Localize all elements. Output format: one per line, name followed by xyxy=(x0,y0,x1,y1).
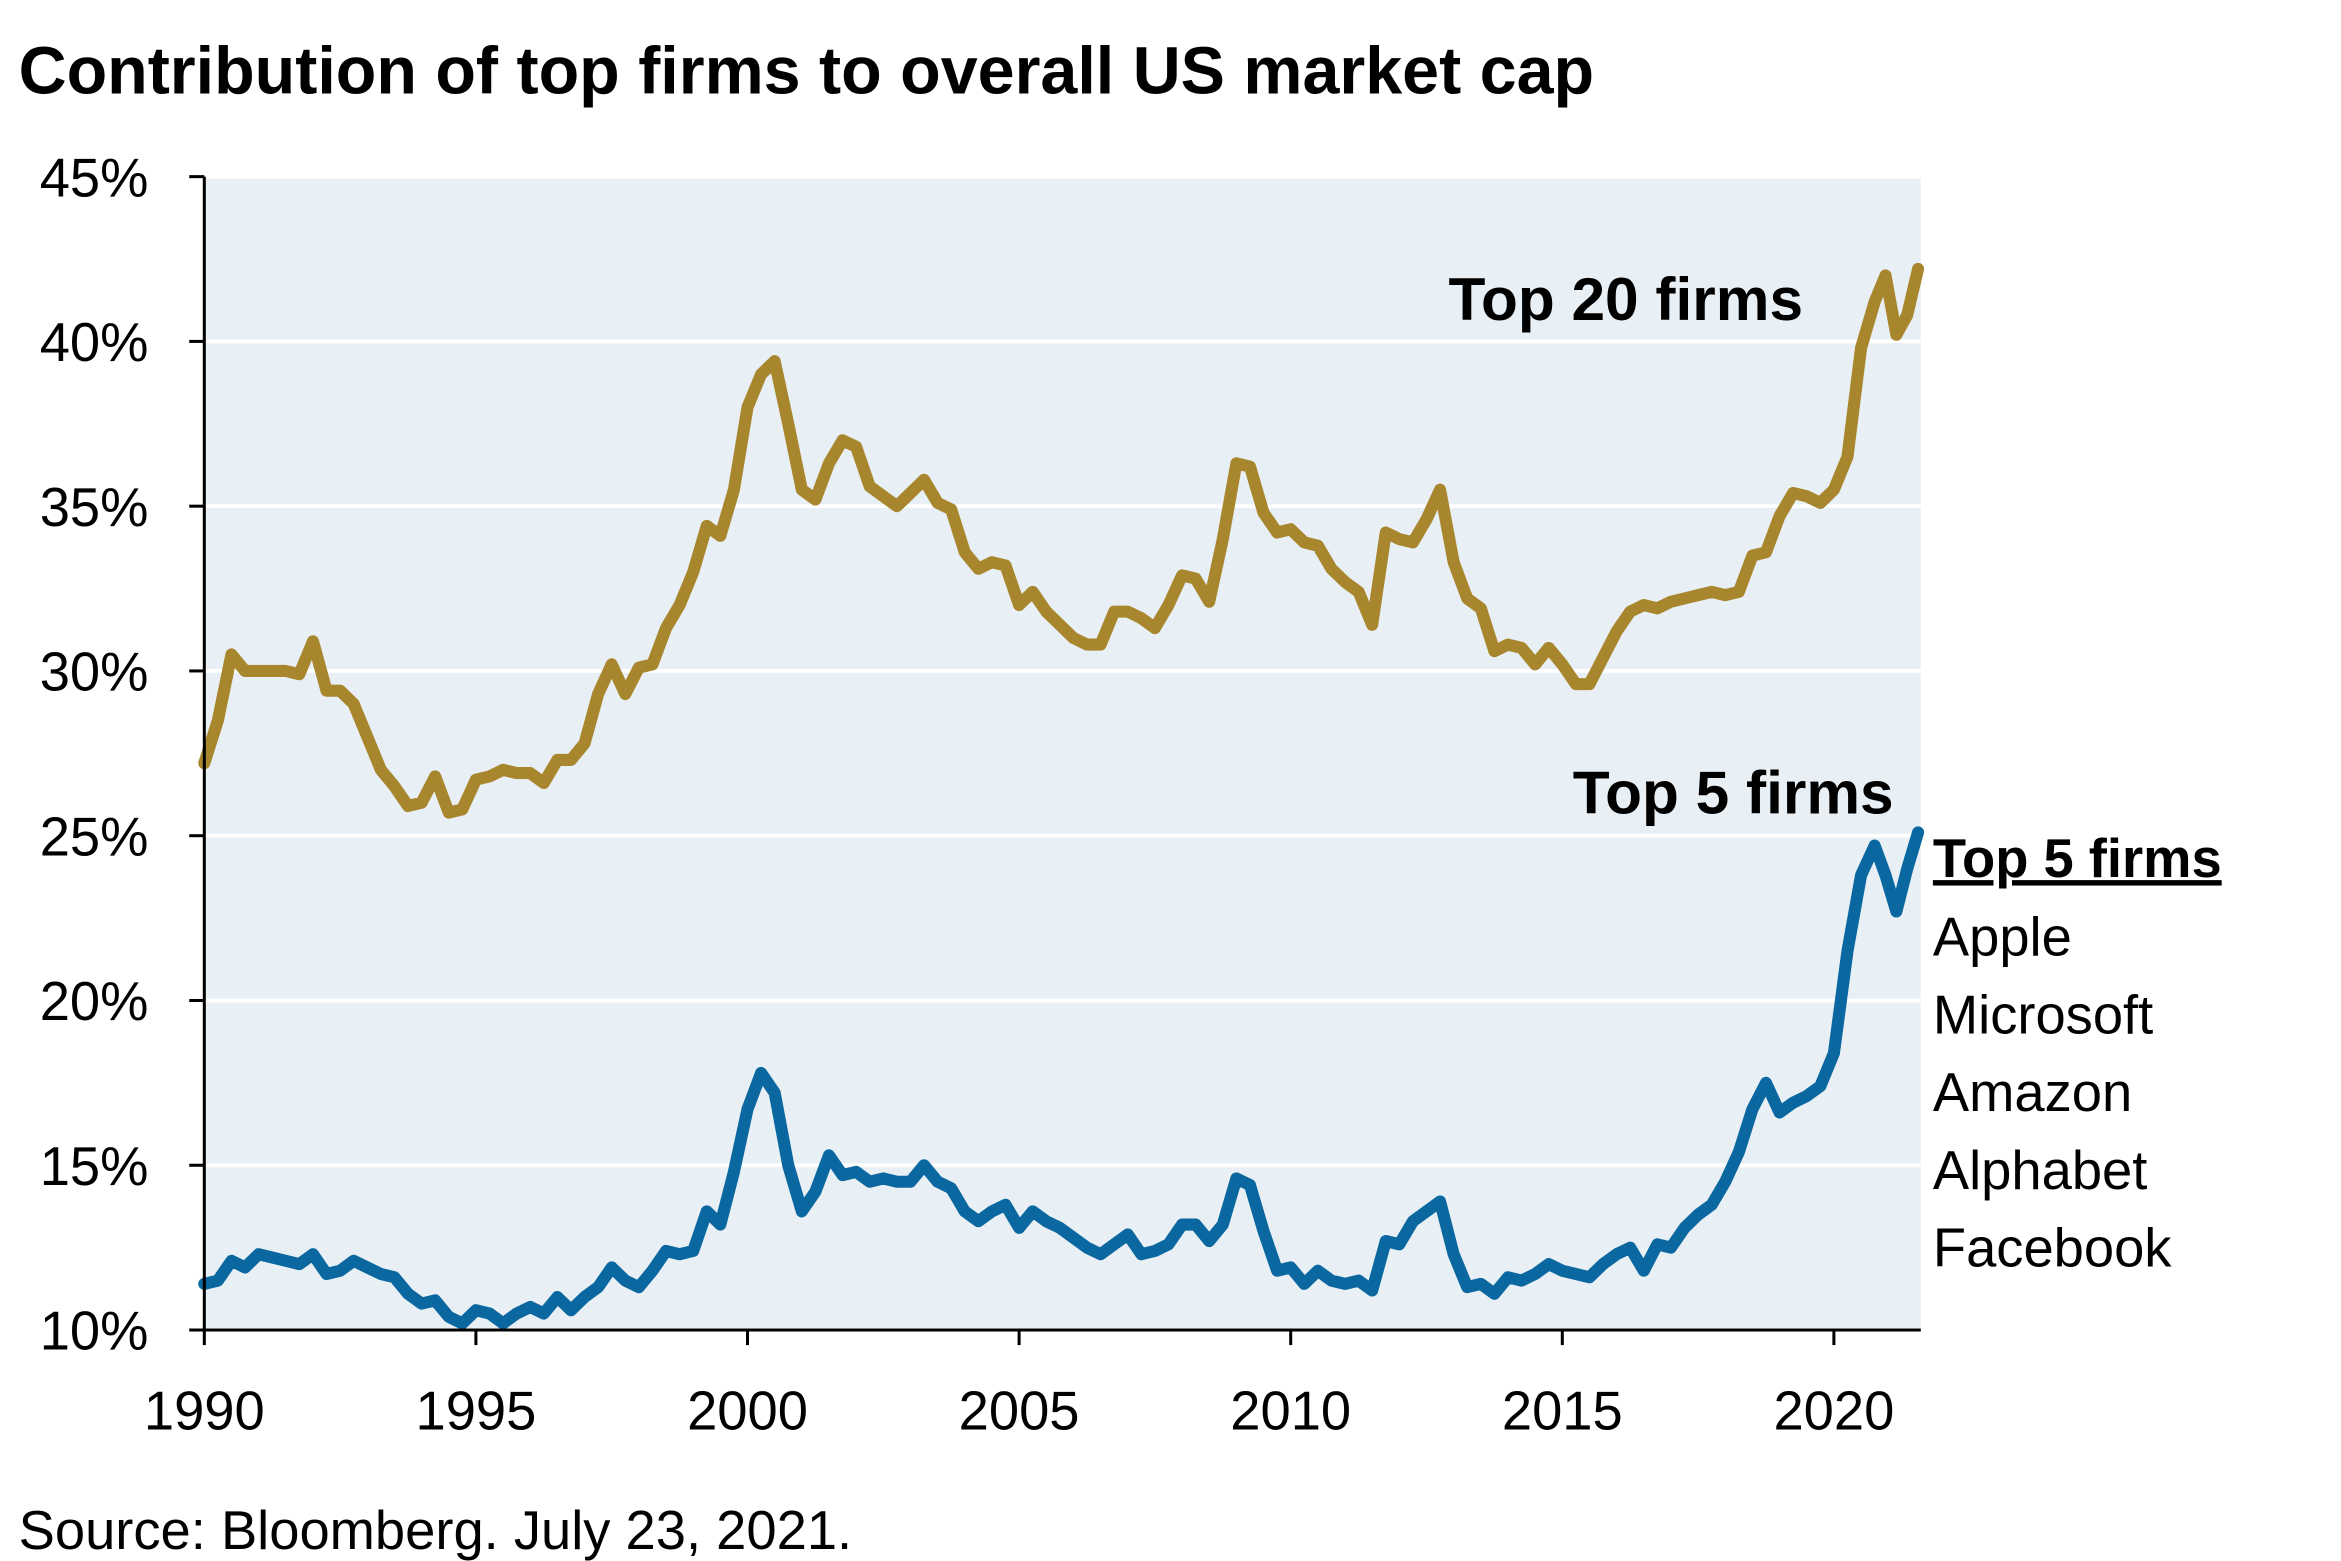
y-tick-label: 40% xyxy=(40,312,149,373)
series-line xyxy=(198,262,1925,819)
legend-item: Facebook xyxy=(1933,1218,2172,1279)
y-tick-label: 25% xyxy=(40,806,149,867)
x-tick-label: 2005 xyxy=(959,1381,1080,1442)
y-tick-label: 20% xyxy=(40,971,149,1032)
y-tick-label: 15% xyxy=(40,1136,149,1197)
source-note: Source: Bloomberg. July 23, 2021. xyxy=(19,1500,853,1561)
plot-area xyxy=(204,176,1921,1331)
x-tick-label: 1995 xyxy=(415,1381,536,1442)
y-tick-label: 10% xyxy=(40,1301,149,1362)
y-tick-label: 45% xyxy=(40,147,149,208)
x-tick-label: 2000 xyxy=(687,1381,808,1442)
x-tick-label: 2010 xyxy=(1230,1381,1351,1442)
series-label: Top 5 firms xyxy=(1573,759,1894,827)
legend-item: Alphabet xyxy=(1933,1140,2147,1201)
series-label: Top 20 firms xyxy=(1449,265,1804,333)
legend-item: Microsoft xyxy=(1933,984,2153,1045)
y-tick-label: 35% xyxy=(40,477,149,538)
legend-item: Apple xyxy=(1933,907,2072,968)
x-tick-label: 2015 xyxy=(1502,1381,1623,1442)
legend-item: Amazon xyxy=(1933,1062,2132,1123)
series-line xyxy=(198,826,1925,1330)
x-tick-label: 2020 xyxy=(1773,1381,1894,1442)
legend-title: Top 5 firms xyxy=(1933,828,2222,889)
x-tick-label: 1990 xyxy=(144,1381,265,1442)
y-tick-label: 30% xyxy=(40,642,149,703)
chart-title: Contribution of top firms to overall US … xyxy=(19,35,1594,109)
